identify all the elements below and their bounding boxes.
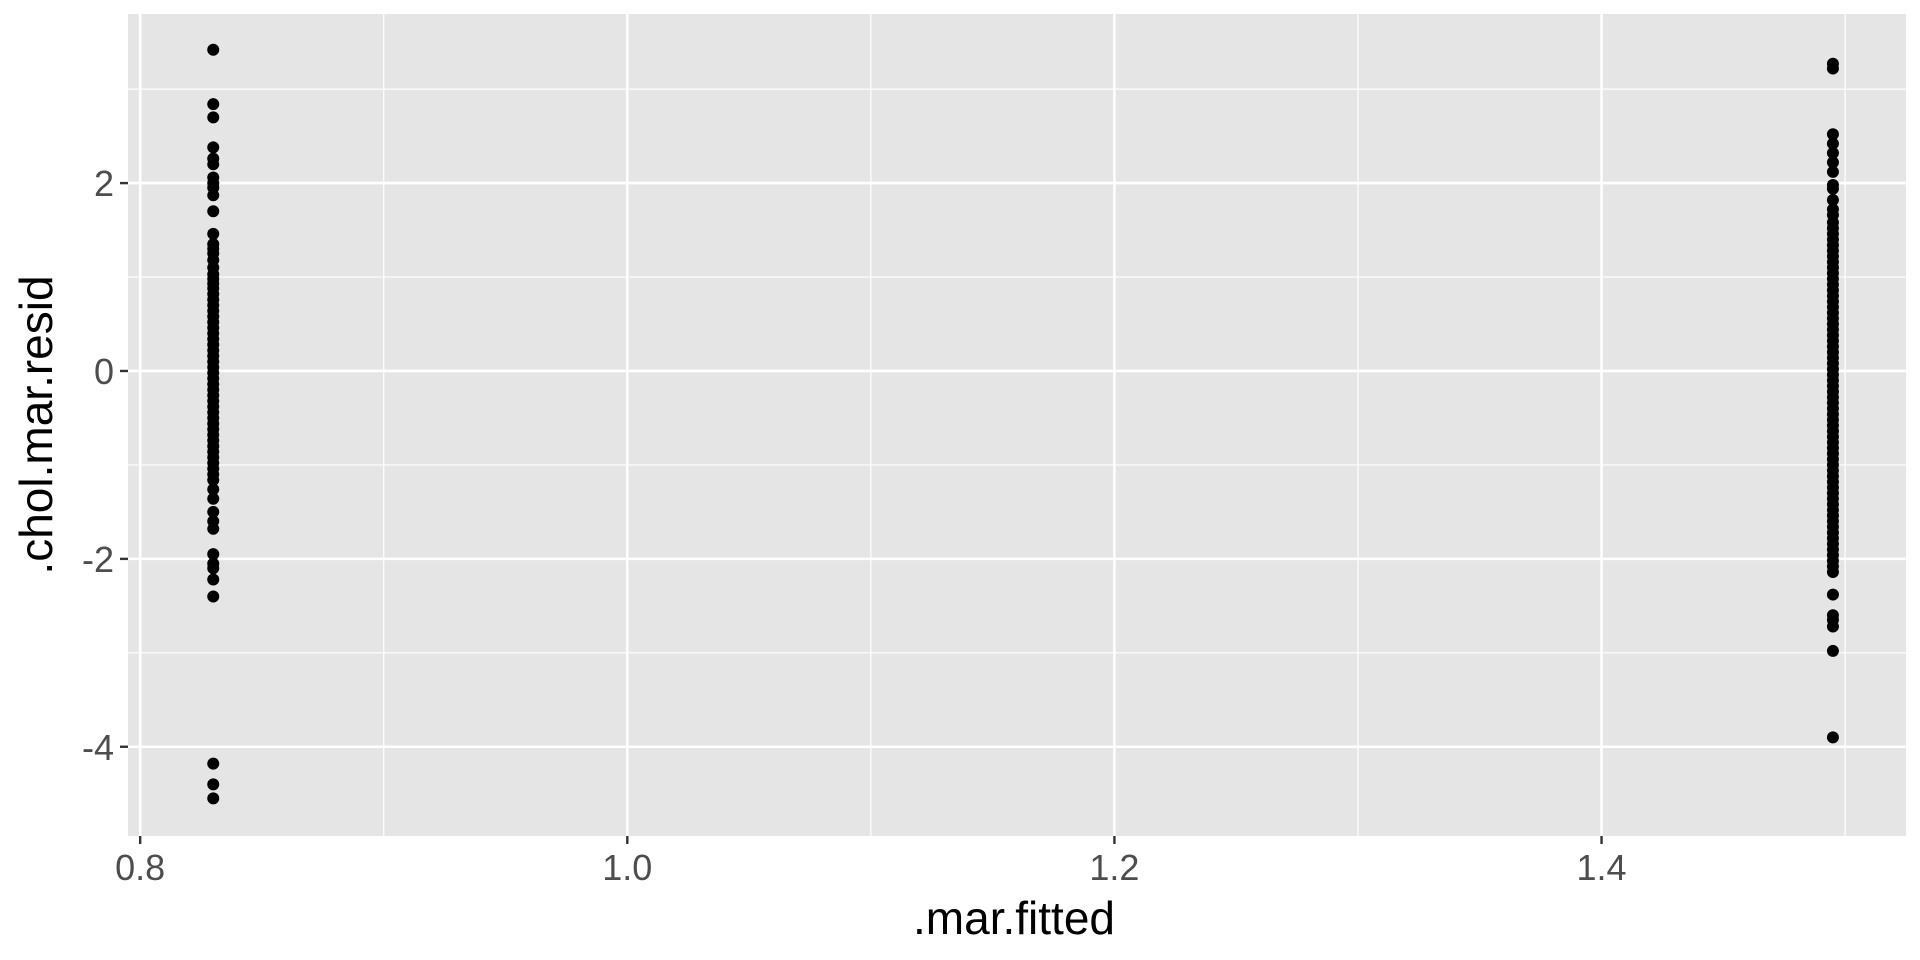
x-axis-tick-label: 1.2 bbox=[1089, 847, 1139, 888]
y-axis-tick-label: -4 bbox=[82, 727, 114, 768]
data-point bbox=[207, 573, 220, 586]
data-point bbox=[1826, 731, 1839, 744]
data-point bbox=[1826, 182, 1839, 195]
data-point bbox=[207, 757, 220, 770]
data-point bbox=[207, 473, 220, 486]
data-point bbox=[207, 43, 220, 56]
data-point bbox=[207, 590, 220, 603]
data-point bbox=[207, 548, 220, 561]
data-point bbox=[207, 792, 220, 805]
axis-ticks bbox=[120, 181, 1603, 844]
y-axis-tick-label: -2 bbox=[82, 539, 114, 580]
data-point bbox=[207, 522, 220, 535]
data-point bbox=[207, 141, 220, 154]
data-point bbox=[207, 562, 220, 575]
y-axis-tick-label: 0 bbox=[94, 351, 114, 392]
data-point bbox=[1826, 194, 1839, 207]
data-point bbox=[207, 492, 220, 505]
data-point bbox=[207, 158, 220, 171]
data-point bbox=[1826, 566, 1839, 579]
data-point bbox=[207, 778, 220, 791]
y-axis-tick-label: 2 bbox=[94, 163, 114, 204]
data-point bbox=[207, 505, 220, 518]
data-point bbox=[207, 205, 220, 218]
data-point bbox=[1826, 644, 1839, 657]
data-point bbox=[1826, 137, 1839, 150]
data-point bbox=[1826, 620, 1839, 633]
data-point bbox=[1826, 588, 1839, 601]
data-point bbox=[1826, 147, 1839, 160]
data-point bbox=[207, 98, 220, 111]
data-point bbox=[207, 189, 220, 202]
major-gridlines bbox=[128, 14, 1906, 836]
data-point bbox=[207, 483, 220, 496]
data-point bbox=[1826, 156, 1839, 169]
x-axis-tick-label: 0.8 bbox=[115, 847, 165, 888]
x-axis-title: .mar.fitted bbox=[913, 892, 1115, 944]
y-axis-tick-labels: -4 -2 0 2 bbox=[82, 163, 114, 768]
x-axis-tick-label: 1.4 bbox=[1577, 847, 1627, 888]
plot-panel bbox=[128, 14, 1906, 836]
y-axis-title: .chol.mar.resid bbox=[10, 275, 62, 574]
data-points bbox=[207, 43, 1839, 805]
data-point bbox=[1826, 165, 1839, 178]
x-axis-tick-labels: 0.8 1.0 1.2 1.4 bbox=[115, 847, 1626, 888]
data-point bbox=[207, 227, 220, 240]
data-point bbox=[1826, 62, 1839, 75]
data-point bbox=[1826, 128, 1839, 141]
minor-gridlines bbox=[128, 14, 1906, 836]
data-point bbox=[207, 111, 220, 124]
x-axis-tick-label: 1.0 bbox=[602, 847, 652, 888]
